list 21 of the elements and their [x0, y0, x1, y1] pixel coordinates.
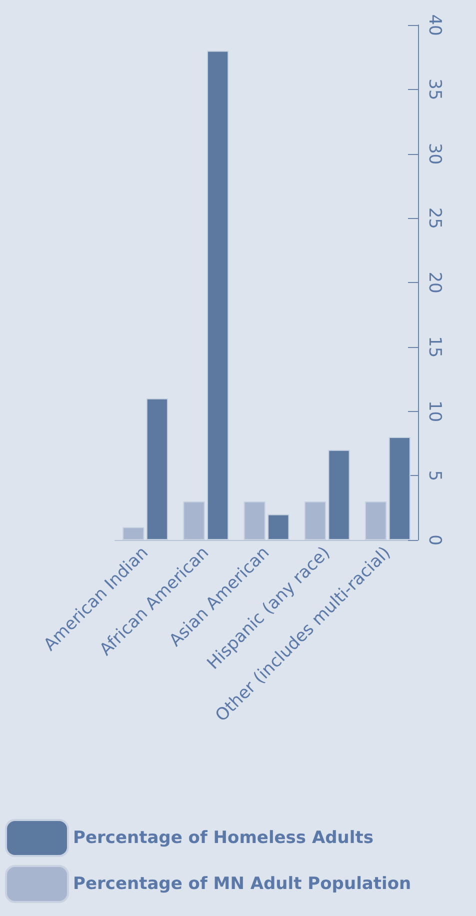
legend-label: Percentage of MN Adult Population: [73, 874, 412, 894]
y-tick-label: 5: [424, 470, 444, 482]
bar: [388, 437, 410, 540]
y-tick-label: 0: [424, 534, 444, 546]
bar: [304, 501, 326, 540]
bar: [122, 527, 144, 540]
bar: [268, 514, 290, 540]
bar: [364, 501, 387, 540]
y-tick-label: 15: [424, 336, 444, 358]
y-tick-label: 30: [424, 142, 444, 165]
bar: [183, 501, 205, 540]
bar: [244, 501, 266, 540]
y-tick-label: 10: [424, 400, 444, 422]
y-tick-label: 40: [424, 14, 444, 36]
y-tick-label: 20: [424, 272, 444, 294]
y-tick-label: 25: [424, 207, 444, 229]
y-tick-label: 35: [424, 78, 444, 100]
legend-label: Percentage of Homeless Adults: [73, 828, 374, 848]
bar: [328, 450, 350, 540]
bar: [146, 398, 168, 540]
bar: [206, 50, 229, 540]
